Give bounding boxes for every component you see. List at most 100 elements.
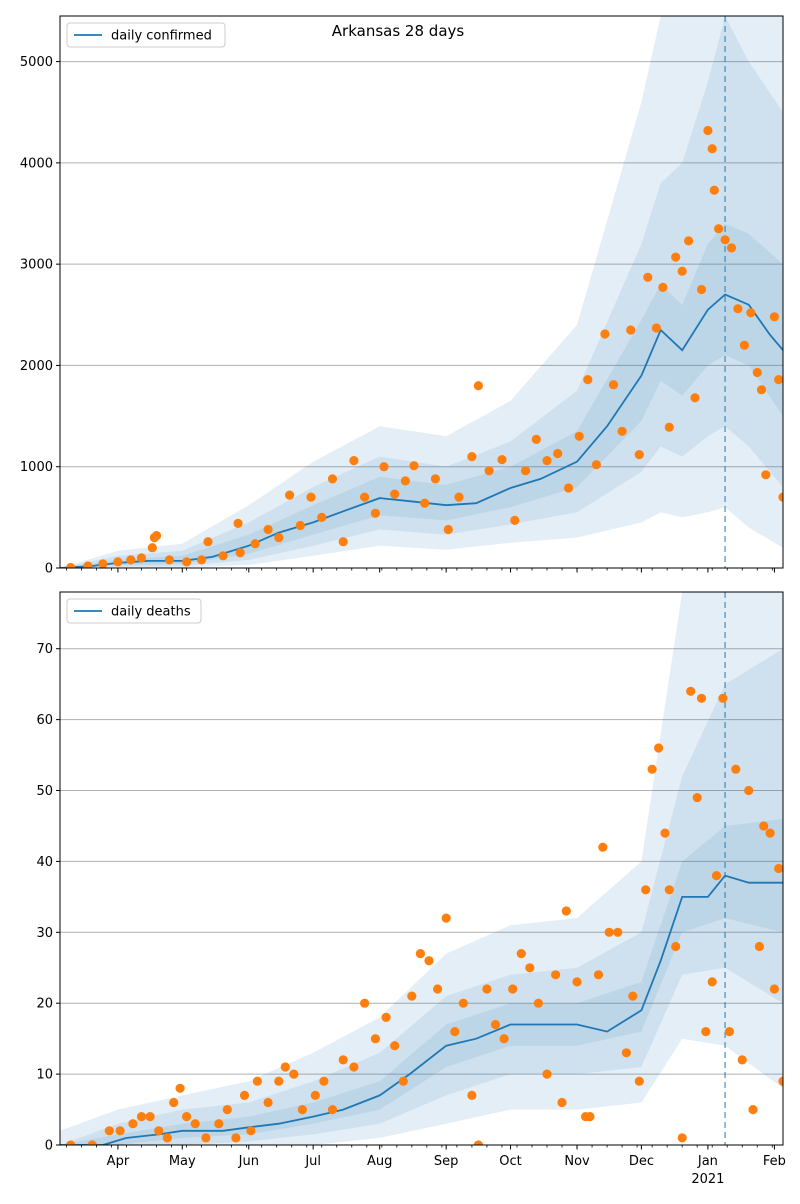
observed-point xyxy=(274,1076,284,1086)
observed-point xyxy=(218,551,228,561)
observed-point xyxy=(759,821,769,831)
shared-x-axis: Apr May Jun Jul Aug Sep Oct Nov Dec Jan Feb 2021 xyxy=(107,1154,786,1187)
observed-point xyxy=(542,1069,552,1079)
observed-point xyxy=(450,1027,460,1037)
observed-point xyxy=(643,272,653,282)
observed-point xyxy=(634,450,644,460)
observed-point xyxy=(370,1034,380,1044)
observed-point xyxy=(415,949,425,959)
observed-point xyxy=(769,312,780,322)
observed-point xyxy=(778,1076,783,1086)
observed-point xyxy=(634,1076,644,1086)
observed-point xyxy=(696,284,707,295)
observed-point xyxy=(87,1140,97,1145)
axes-frame xyxy=(59,15,784,569)
observed-point xyxy=(295,520,305,531)
observed-point xyxy=(136,553,147,563)
observed-point xyxy=(360,998,370,1008)
observed-point xyxy=(692,793,702,803)
axes-frame xyxy=(59,591,784,1146)
observed-point xyxy=(473,1140,483,1145)
observed-point xyxy=(709,185,719,195)
observed-point xyxy=(572,977,582,987)
y-tick-label: 5000 xyxy=(20,55,53,70)
observed-point xyxy=(443,524,453,535)
observed-point xyxy=(327,474,338,484)
observed-point xyxy=(701,1027,711,1037)
observed-point xyxy=(686,686,696,696)
observed-point xyxy=(430,474,440,484)
observed-point xyxy=(508,984,518,994)
observed-point xyxy=(583,375,593,385)
observed-point xyxy=(553,448,563,459)
observed-point xyxy=(407,991,417,1001)
observed-point xyxy=(182,1112,192,1122)
x-tick-label: Apr xyxy=(107,1154,130,1169)
observed-point xyxy=(748,1105,758,1115)
observed-point xyxy=(761,470,771,480)
observed-point xyxy=(458,998,468,1008)
observed-point xyxy=(239,1090,250,1100)
observed-point xyxy=(235,548,245,558)
x-tick-label: Jan xyxy=(697,1154,718,1169)
observed-point xyxy=(752,367,762,378)
observed-point xyxy=(263,1097,273,1108)
x-tick-label: Feb xyxy=(763,1154,786,1169)
x-tick-label: Dec xyxy=(629,1154,654,1169)
observed-point xyxy=(521,466,531,476)
observed-point xyxy=(128,1119,138,1129)
observed-point xyxy=(613,927,623,937)
observed-point xyxy=(720,235,730,245)
observed-point xyxy=(274,533,284,543)
observed-point xyxy=(169,1097,179,1108)
observed-point xyxy=(499,1034,509,1044)
observed-point xyxy=(707,977,717,987)
observed-point xyxy=(338,1055,348,1065)
observed-point xyxy=(203,537,213,547)
x-year-label: 2021 xyxy=(691,1172,724,1187)
x-tick-label: Oct xyxy=(499,1154,521,1169)
observed-point xyxy=(154,1126,164,1136)
observed-point xyxy=(626,325,636,335)
observed-point xyxy=(754,941,765,952)
observed-point xyxy=(151,531,162,541)
observed-point xyxy=(525,963,535,973)
observed-point xyxy=(349,456,359,466)
observed-point xyxy=(162,1133,172,1143)
observed-point xyxy=(441,913,451,923)
observed-point xyxy=(774,863,783,874)
observed-point xyxy=(319,1076,329,1086)
observed-point xyxy=(654,743,664,753)
observed-point xyxy=(113,557,123,567)
y-tick-label: 3000 xyxy=(20,258,53,273)
y-tick-label: 10 xyxy=(36,1068,53,1083)
uncertainty-band xyxy=(60,223,783,568)
legend-label: daily deaths xyxy=(111,605,191,620)
observed-point xyxy=(557,1097,567,1108)
y-tick-label: 4000 xyxy=(20,156,53,171)
observed-point xyxy=(104,1126,114,1136)
observed-point xyxy=(774,375,783,385)
x-tick-label: May xyxy=(169,1154,196,1169)
observed-point xyxy=(231,1133,241,1143)
observed-point xyxy=(598,842,608,852)
observed-point xyxy=(690,393,700,403)
x-tick-label: Nov xyxy=(564,1154,590,1169)
observed-point xyxy=(696,693,707,703)
observed-point xyxy=(370,508,380,518)
y-tick-label: 0 xyxy=(45,562,53,577)
observed-point xyxy=(714,224,724,234)
y-tick-label: 40 xyxy=(36,855,53,870)
observed-point xyxy=(707,144,717,154)
observed-point xyxy=(115,1126,125,1136)
observed-point xyxy=(497,455,507,465)
plot-area xyxy=(60,592,783,1145)
legend-box xyxy=(66,22,226,48)
observed-point xyxy=(66,562,76,568)
observed-point xyxy=(310,1090,320,1100)
legend: daily deaths xyxy=(66,598,202,624)
observed-point xyxy=(684,236,694,246)
observed-point xyxy=(551,970,561,980)
observed-point xyxy=(454,492,464,502)
observed-point xyxy=(733,304,743,314)
